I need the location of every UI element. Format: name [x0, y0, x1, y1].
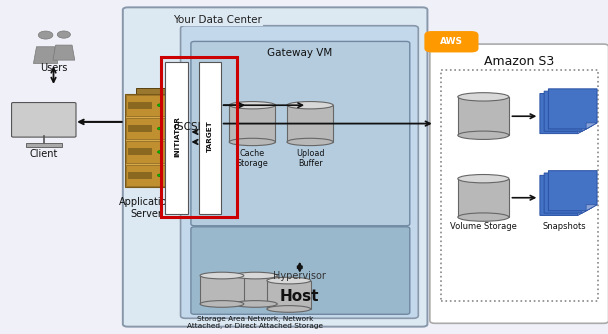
Polygon shape	[53, 45, 75, 60]
FancyBboxPatch shape	[191, 41, 410, 226]
FancyBboxPatch shape	[125, 94, 167, 187]
FancyBboxPatch shape	[26, 144, 62, 147]
Ellipse shape	[458, 131, 509, 140]
Polygon shape	[578, 128, 589, 134]
Text: Your Data Center: Your Data Center	[173, 15, 262, 25]
Polygon shape	[200, 276, 244, 304]
FancyBboxPatch shape	[123, 7, 427, 327]
Ellipse shape	[233, 272, 277, 279]
Polygon shape	[267, 281, 311, 309]
Text: Users: Users	[40, 63, 67, 73]
Ellipse shape	[233, 301, 277, 307]
Ellipse shape	[200, 301, 244, 307]
Polygon shape	[548, 171, 597, 211]
Bar	[161, 57, 237, 217]
Polygon shape	[287, 105, 333, 142]
Text: Gateway VM: Gateway VM	[267, 48, 333, 58]
Polygon shape	[229, 105, 275, 142]
Polygon shape	[233, 276, 277, 304]
Text: Cache
Storage: Cache Storage	[237, 149, 268, 168]
Circle shape	[38, 31, 53, 39]
Polygon shape	[33, 47, 58, 63]
Text: Amazon S3: Amazon S3	[484, 55, 554, 68]
Text: Hypervisor: Hypervisor	[274, 271, 326, 281]
Polygon shape	[544, 91, 593, 131]
Ellipse shape	[200, 272, 244, 279]
FancyBboxPatch shape	[126, 118, 165, 139]
FancyBboxPatch shape	[128, 172, 151, 179]
FancyBboxPatch shape	[126, 95, 165, 116]
Text: INITIATOR: INITIATOR	[174, 116, 180, 157]
Text: Volume Storage: Volume Storage	[450, 222, 517, 231]
Ellipse shape	[287, 102, 333, 109]
Circle shape	[157, 104, 162, 107]
Text: Client: Client	[30, 149, 58, 159]
Circle shape	[157, 174, 162, 177]
Polygon shape	[578, 209, 589, 215]
Ellipse shape	[267, 277, 311, 284]
FancyBboxPatch shape	[165, 62, 188, 214]
FancyBboxPatch shape	[128, 148, 151, 156]
Ellipse shape	[229, 102, 275, 109]
Polygon shape	[540, 94, 589, 134]
FancyBboxPatch shape	[126, 141, 165, 163]
Text: Upload
Buffer: Upload Buffer	[296, 149, 324, 168]
FancyBboxPatch shape	[424, 31, 478, 52]
Polygon shape	[586, 205, 597, 211]
FancyBboxPatch shape	[199, 62, 221, 214]
Text: iSCSI: iSCSI	[174, 122, 201, 132]
Ellipse shape	[287, 138, 333, 146]
FancyBboxPatch shape	[191, 227, 410, 314]
FancyBboxPatch shape	[12, 103, 76, 137]
Polygon shape	[136, 88, 178, 181]
Ellipse shape	[267, 306, 311, 312]
Polygon shape	[540, 175, 589, 215]
Text: Host: Host	[280, 289, 319, 304]
FancyBboxPatch shape	[126, 165, 165, 186]
Polygon shape	[458, 179, 509, 217]
Text: AWS: AWS	[440, 37, 463, 46]
Circle shape	[157, 151, 162, 153]
Text: Storage Area Network, Network
Attached, or Direct Attached Storage: Storage Area Network, Network Attached, …	[187, 316, 323, 329]
FancyBboxPatch shape	[430, 44, 608, 323]
Ellipse shape	[458, 93, 509, 101]
Ellipse shape	[229, 138, 275, 146]
FancyBboxPatch shape	[128, 125, 151, 132]
Text: Application
Server: Application Server	[119, 197, 173, 219]
Polygon shape	[582, 125, 593, 131]
Polygon shape	[586, 123, 597, 129]
FancyBboxPatch shape	[128, 102, 151, 109]
Polygon shape	[548, 89, 597, 129]
Ellipse shape	[458, 213, 509, 221]
Text: Snapshots: Snapshots	[542, 222, 586, 231]
Polygon shape	[544, 173, 593, 213]
FancyBboxPatch shape	[181, 26, 418, 318]
Ellipse shape	[458, 174, 509, 183]
Text: TARGET: TARGET	[207, 120, 213, 152]
Circle shape	[157, 127, 162, 130]
Circle shape	[57, 31, 71, 38]
Polygon shape	[458, 97, 509, 135]
Polygon shape	[582, 207, 593, 213]
